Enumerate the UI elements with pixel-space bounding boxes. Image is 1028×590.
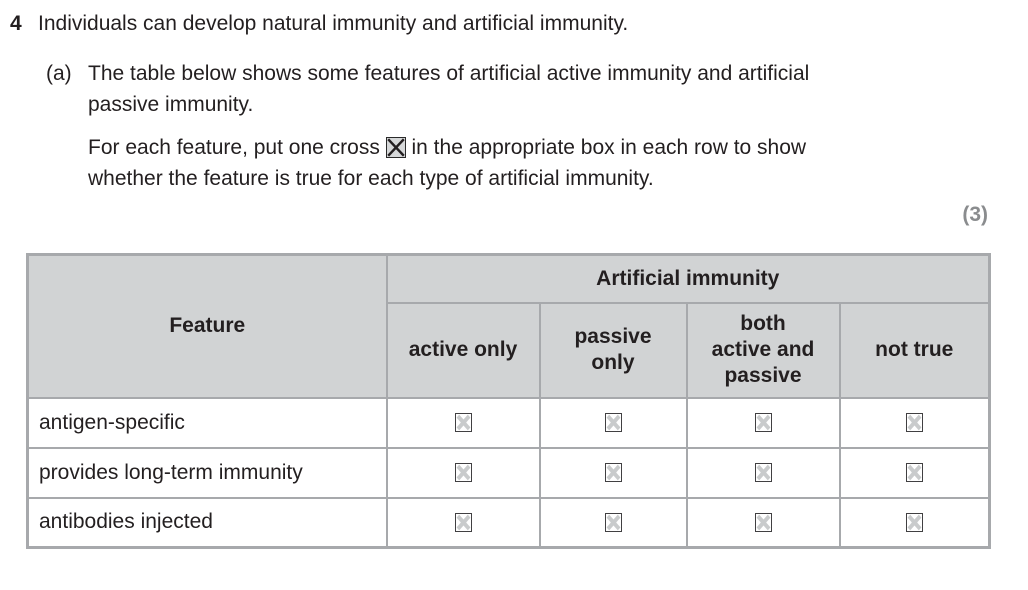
feature-label: antibodies injected [26,496,388,549]
column-header-not-true: not true [838,301,991,399]
group-header-artificial-immunity: Artificial immunity [385,253,991,304]
question-intro-text: Individuals can develop natural immunity… [38,12,629,35]
exam-page: 4 Individuals can develop natural immuni… [0,8,1028,549]
answer-checkbox-antigen-specific-both[interactable] [754,413,772,433]
printed-x-icon [907,514,922,531]
answer-checkbox-antigen-specific-not-true[interactable] [905,413,923,433]
marks-badge: (3) [962,203,988,226]
table-row-antigen-specific: antigen-specific [26,396,991,449]
printed-x-icon [456,465,470,481]
boxed-x-icon [385,137,406,158]
part-a-text: The table below shows some features of a… [88,62,810,116]
instruction-line-1: For each feature, put one cross in the a… [88,132,888,163]
printed-x-icon [907,465,922,481]
feature-label: antigen-specific [26,396,388,449]
printed-x-icon [456,514,470,531]
instruction-block: For each feature, put one cross in the a… [88,132,888,194]
printed-x-icon [606,465,620,481]
answer-checkbox-antibodies-passive-only[interactable] [604,513,622,533]
instruction-line-2: whether the feature is true for each typ… [88,167,654,190]
printed-x-icon [756,465,770,481]
question-intro-line: 4 Individuals can develop natural immuni… [0,8,1028,39]
feature-label: provides long-term immunity [26,446,388,499]
instruction-text-before: For each feature, put one cross [88,136,386,159]
printed-x-icon [756,514,770,531]
printed-x-icon [606,415,620,431]
column-header-passive-only: passive only [538,301,688,399]
column-header-active-only: active only [385,301,541,399]
marks-line: (3) [0,203,988,227]
question-number: 4 [10,12,22,35]
answer-checkbox-antibodies-not-true[interactable] [905,513,923,533]
table-row-antibodies-injected: antibodies injected [26,496,991,549]
answer-checkbox-long-term-not-true[interactable] [905,463,923,483]
part-a-block: (a) The table below shows some features … [46,58,1028,120]
answer-checkbox-antigen-specific-active-only[interactable] [454,413,472,433]
answer-checkbox-long-term-passive-only[interactable] [604,463,622,483]
table-row-long-term-immunity: provides long-term immunity [26,446,991,499]
answer-checkbox-antibodies-active-only[interactable] [454,513,472,533]
answer-checkbox-long-term-active-only[interactable] [454,463,472,483]
printed-x-icon [456,415,470,431]
answer-checkbox-long-term-both[interactable] [754,463,772,483]
column-header-feature: Feature [26,253,388,399]
instruction-text-after: in the appropriate box in each row to sh… [405,136,807,159]
printed-x-icon [606,514,620,531]
printed-x-icon [907,415,922,431]
part-a-label: (a) [46,62,72,85]
answer-checkbox-antibodies-both[interactable] [754,513,772,533]
answer-checkbox-antigen-specific-passive-only[interactable] [604,413,622,433]
column-header-both-active-and-passive: both active and passive [685,301,841,399]
answer-table: Feature Artificial immunity active only … [26,253,992,549]
printed-x-icon [756,415,770,431]
